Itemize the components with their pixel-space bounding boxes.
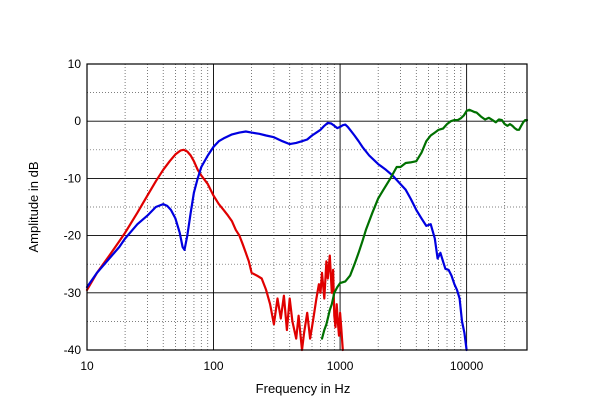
series-line-1 xyxy=(85,148,344,352)
y-tick-label: -30 xyxy=(64,286,82,300)
series-line-2 xyxy=(85,121,468,352)
x-tick-label: 1000 xyxy=(327,359,354,373)
plot-frame xyxy=(86,63,528,351)
y-tick-label: 10 xyxy=(68,57,82,71)
y-tick-label: -20 xyxy=(64,229,82,243)
y-axis-label: Amplitude in dB xyxy=(26,161,41,252)
x-tick-label: 10 xyxy=(80,359,94,373)
x-tick-label: 100 xyxy=(204,359,224,373)
y-tick-label: -40 xyxy=(64,343,82,357)
y-tick-label: 0 xyxy=(74,114,81,128)
grid xyxy=(87,64,527,350)
series-layer xyxy=(85,108,529,352)
x-tick-label: 10000 xyxy=(450,359,484,373)
series-line-3 xyxy=(320,108,529,340)
y-tick-label: -10 xyxy=(64,171,82,185)
x-axis-label: Frequency in Hz xyxy=(256,381,351,396)
